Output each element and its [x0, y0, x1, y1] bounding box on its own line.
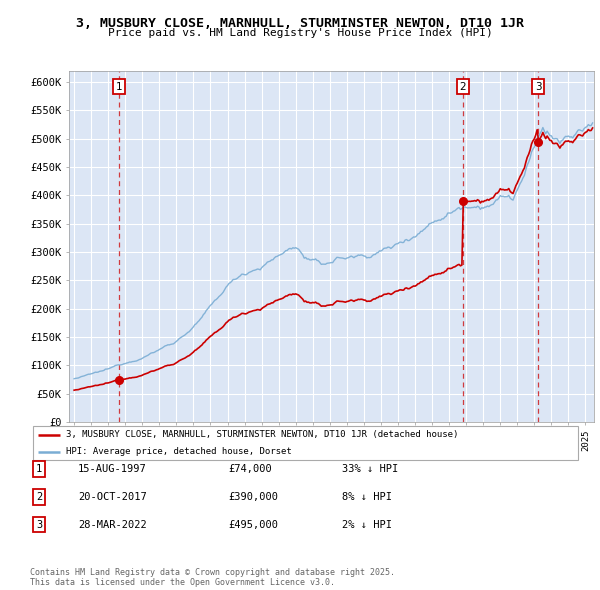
Text: 2: 2 — [36, 492, 42, 502]
Text: 28-MAR-2022: 28-MAR-2022 — [78, 520, 147, 529]
Text: £390,000: £390,000 — [228, 492, 278, 502]
Text: 1: 1 — [36, 464, 42, 474]
Text: 8% ↓ HPI: 8% ↓ HPI — [342, 492, 392, 502]
Text: Price paid vs. HM Land Registry's House Price Index (HPI): Price paid vs. HM Land Registry's House … — [107, 28, 493, 38]
Text: 3, MUSBURY CLOSE, MARNHULL, STURMINSTER NEWTON, DT10 1JR: 3, MUSBURY CLOSE, MARNHULL, STURMINSTER … — [76, 17, 524, 30]
Text: 2% ↓ HPI: 2% ↓ HPI — [342, 520, 392, 529]
Text: 3: 3 — [36, 520, 42, 529]
Text: 2: 2 — [460, 81, 466, 91]
Text: 1: 1 — [115, 81, 122, 91]
Text: 15-AUG-1997: 15-AUG-1997 — [78, 464, 147, 474]
Text: £74,000: £74,000 — [228, 464, 272, 474]
Text: 20-OCT-2017: 20-OCT-2017 — [78, 492, 147, 502]
Text: £495,000: £495,000 — [228, 520, 278, 529]
Text: 3, MUSBURY CLOSE, MARNHULL, STURMINSTER NEWTON, DT10 1JR (detached house): 3, MUSBURY CLOSE, MARNHULL, STURMINSTER … — [66, 430, 458, 439]
Text: Contains HM Land Registry data © Crown copyright and database right 2025.
This d: Contains HM Land Registry data © Crown c… — [30, 568, 395, 587]
Text: HPI: Average price, detached house, Dorset: HPI: Average price, detached house, Dors… — [66, 447, 292, 456]
FancyBboxPatch shape — [33, 426, 578, 460]
Text: 3: 3 — [535, 81, 542, 91]
Text: 33% ↓ HPI: 33% ↓ HPI — [342, 464, 398, 474]
